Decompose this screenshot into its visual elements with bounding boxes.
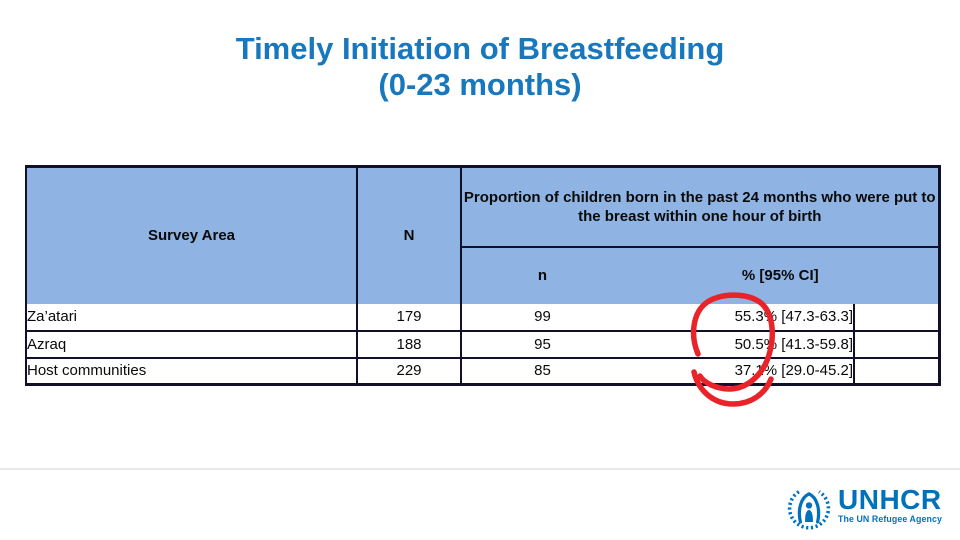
unhcr-tagline: The UN Refugee Agency — [838, 514, 942, 524]
footer-divider-line — [0, 468, 960, 470]
n-cell: 99 — [461, 303, 623, 332]
header-N: N — [357, 166, 462, 304]
n-cell: 95 — [461, 330, 623, 359]
area-cell: Azraq — [26, 330, 358, 359]
table-row-azraq: Azraq 188 95 50.5% [41.3-59.8] — [26, 330, 940, 359]
header-pct-ci: % [95% CI] — [623, 246, 940, 304]
pct-cell: 50.5% [41.3-59.8] — [623, 330, 855, 359]
pct-cell: 55.3% [47.3-63.3] — [623, 303, 855, 332]
pct-cell: 37.1% [29.0-45.2] — [623, 357, 855, 385]
N-cell: 229 — [357, 357, 462, 385]
table-row-host-communities: Host communities 229 85 37.1% [29.0-45.2… — [26, 357, 939, 385]
area-cell: Za’atari — [26, 303, 358, 332]
header-proportion: Proportion of children born in the past … — [461, 166, 940, 248]
area-cell: Host communities — [26, 357, 358, 385]
n-cell: 85 — [534, 362, 551, 380]
empty-cell — [854, 303, 940, 332]
breastfeeding-table: Survey Area N Proportion of children bor… — [25, 165, 941, 386]
N-cell: 179 — [357, 303, 462, 332]
table-row-zaatari: Za’atari 179 99 55.3% [47.3-63.3] — [26, 303, 940, 332]
breastfeeding-table-container: Survey Area N Proportion of children bor… — [25, 165, 941, 386]
unhcr-emblem-icon — [787, 490, 831, 530]
header-n: n — [461, 246, 623, 304]
header-row-2: n % [95% CI] — [26, 246, 940, 304]
slide-title-line1: Timely Initiation of Breastfeeding — [235, 31, 725, 66]
unhcr-wordmark: UNHCR — [838, 484, 942, 515]
unhcr-logo: UNHCR The UN Refugee Agency — [786, 486, 942, 532]
empty-cell — [854, 358, 939, 385]
N-cell: 188 — [357, 330, 462, 359]
slide-title-line2: (0-23 months) — [378, 67, 582, 102]
header-row-1: Survey Area N Proportion of children bor… — [26, 166, 940, 304]
empty-cell — [854, 330, 940, 359]
slide-title: Timely Initiation of Breastfeeding (0-23… — [0, 31, 960, 103]
table-header: Survey Area N Proportion of children bor… — [26, 166, 940, 304]
table-body: Za’atari 179 99 55.3% [47.3-63.3] Azraq … — [26, 303, 940, 385]
header-survey-area: Survey Area — [26, 166, 358, 304]
unhcr-logo-text: UNHCR The UN Refugee Agency — [838, 484, 942, 525]
